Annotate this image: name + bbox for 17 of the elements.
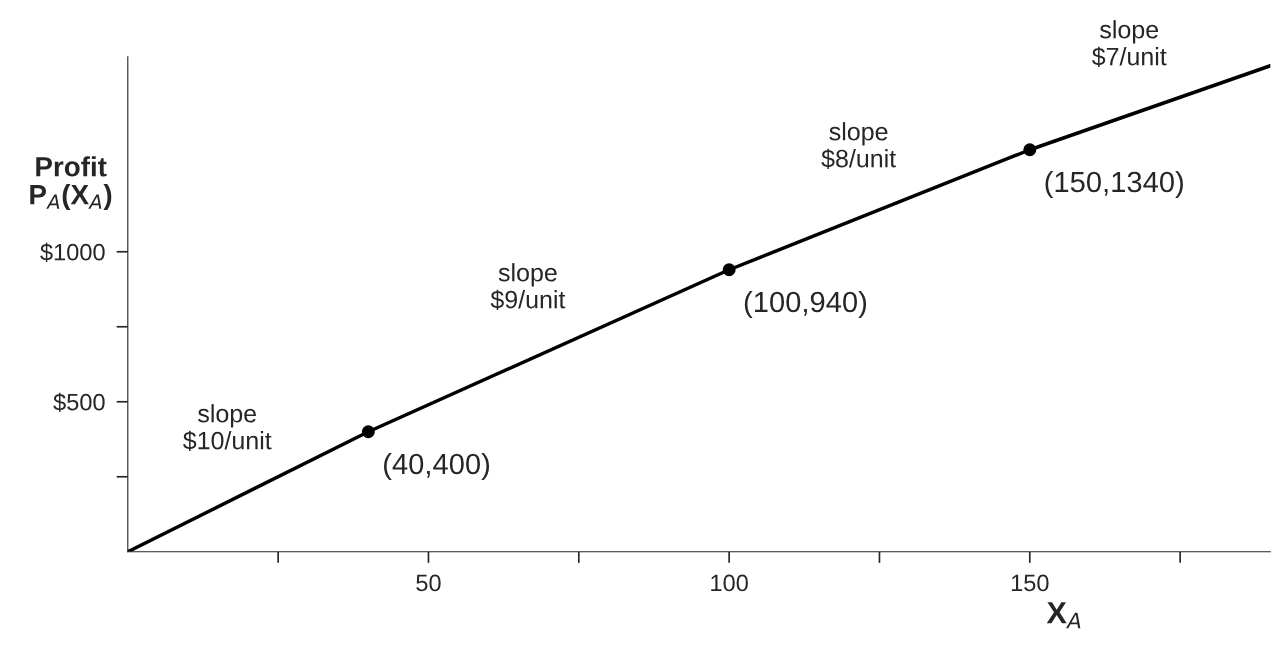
y-tick-label: $500 — [53, 392, 105, 412]
point — [1023, 143, 1037, 157]
annotation: (150,1340) — [1045, 170, 1183, 199]
annotation: (100,940) — [744, 290, 867, 319]
annotation: slope $9/unit — [490, 263, 566, 310]
y-tick-label: $1000 — [40, 242, 105, 262]
annotation: slope $7/unit — [1091, 20, 1167, 67]
x-tick-label: 100 — [711, 574, 748, 592]
x-axis-title: X$_{A}$ — [1046, 602, 1081, 629]
x-tick-label: 150 — [1011, 574, 1049, 592]
annotation: slope $8/unit — [821, 122, 896, 169]
point — [722, 263, 736, 277]
annotation: slope $10/unit — [183, 404, 272, 451]
x-tick-label: 50 — [416, 574, 441, 592]
point — [361, 425, 375, 439]
annotation: (40,400) — [384, 452, 490, 481]
y-axis-title: Profit P$_{A}$(X$_{A}$) — [30, 156, 112, 210]
